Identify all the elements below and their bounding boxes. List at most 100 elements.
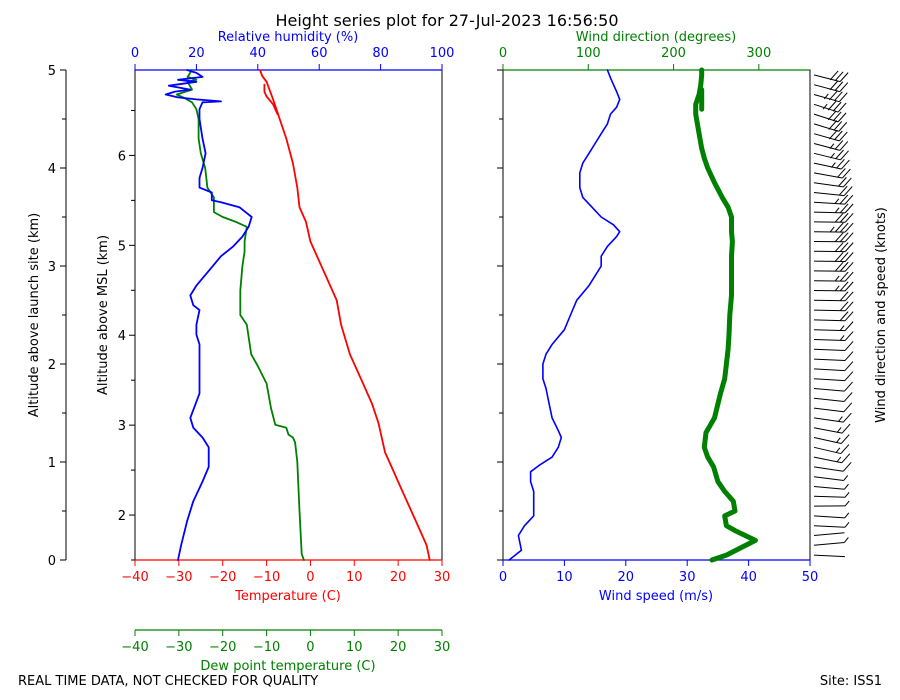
msl-altitude-tick-label: 4 xyxy=(118,329,126,344)
wind-barb-half-flag xyxy=(837,457,841,462)
rh-tick-label: 0 xyxy=(131,46,139,61)
temperature-tick-label: 20 xyxy=(390,570,407,585)
wind-barb-half-flag xyxy=(840,326,844,331)
wind-dir-tick-label: 100 xyxy=(576,46,601,61)
wind-barb-shaft xyxy=(814,555,845,557)
msl-altitude-tick-label: 6 xyxy=(118,149,126,164)
dewpoint-tick-label: 20 xyxy=(390,640,407,655)
wind-barb-shaft xyxy=(814,85,840,92)
dewpoint-tick-label: 10 xyxy=(346,640,363,655)
site-altitude-tick-label: 2 xyxy=(48,358,56,373)
dewpoint-line xyxy=(177,70,304,560)
wind-barb-shaft xyxy=(814,124,839,131)
wind-barb-half-flag xyxy=(844,537,848,542)
dewpoint-tick-label: 0 xyxy=(306,640,314,655)
wind-speed-tick-label: 20 xyxy=(618,570,635,585)
rh-axis-label: Relative humidity (%) xyxy=(218,30,359,45)
temperature-tick-label: −40 xyxy=(121,570,148,585)
quality-note: REAL TIME DATA, NOT CHECKED FOR QUALITY xyxy=(18,674,318,689)
wind-barb-half-flag xyxy=(844,475,848,480)
msl-altitude-tick-label: 3 xyxy=(118,419,126,434)
wind-barb-shaft xyxy=(814,369,845,371)
right-plot-frame xyxy=(503,70,810,560)
wind-barb-half-flag xyxy=(835,286,839,291)
wind-barb-shaft xyxy=(814,359,845,360)
wind-barb-flag xyxy=(841,445,849,454)
wind-speed-tick-label: 10 xyxy=(556,570,573,585)
wind-barb-flag xyxy=(841,435,849,444)
wind-speed-tick-label: 0 xyxy=(499,570,507,585)
wind-barb-half-flag xyxy=(836,448,840,453)
wind-barb-flag xyxy=(843,413,851,422)
wind-barb-shaft xyxy=(814,457,842,463)
dewpoint-tick-label: −30 xyxy=(165,640,192,655)
wind-dir-tick-label: 300 xyxy=(746,46,771,61)
wind-barb-half-flag xyxy=(844,484,848,489)
wind-barb-half-flag xyxy=(838,417,842,422)
site-altitude-tick-label: 5 xyxy=(48,64,56,79)
site-altitude-tick-label: 1 xyxy=(48,456,56,471)
wind-barb-half-flag xyxy=(845,501,849,506)
temperature-tick-label: −20 xyxy=(209,570,236,585)
wind-barb-flag xyxy=(845,352,853,361)
wind-dir-axis-label: Wind direction (degrees) xyxy=(576,30,736,45)
wind-barb-flag xyxy=(844,403,852,412)
wind-barb-shaft xyxy=(814,153,841,160)
wind-barb-shaft xyxy=(814,542,844,545)
wind-barb-half-flag xyxy=(845,492,849,497)
temperature-tick-label: −30 xyxy=(165,570,192,585)
wind-barb-shaft xyxy=(814,389,845,392)
wind-barb-shaft xyxy=(814,134,839,141)
wind-barb-shaft xyxy=(814,477,844,481)
site-altitude-tick-label: 4 xyxy=(48,162,56,177)
wind-barb-flag xyxy=(845,341,853,350)
rh-tick-label: 20 xyxy=(188,46,205,61)
site-altitude-tick-label: 0 xyxy=(48,554,56,569)
wind-barb-flag xyxy=(842,424,850,433)
wind-barbs xyxy=(814,71,853,557)
wind-barb-half-flag xyxy=(830,227,834,232)
rh-tick-label: 60 xyxy=(311,46,328,61)
wind-barb-flag xyxy=(845,322,853,331)
msl-altitude-label: Altitude above MSL (km) xyxy=(96,235,111,395)
temperature-line xyxy=(260,70,430,560)
wind-barb-shaft xyxy=(814,496,845,497)
wind-barb-half-flag xyxy=(835,208,839,213)
wind-barb-shaft xyxy=(814,75,840,82)
wind-barb-shaft xyxy=(814,349,845,350)
wind-barb-flag xyxy=(842,454,850,463)
temperature-line xyxy=(264,85,277,114)
wind-barb-half-flag xyxy=(835,276,839,281)
wind-barb-shaft xyxy=(814,428,842,433)
wind-barb-flag xyxy=(845,332,853,341)
wind-barb-half-flag xyxy=(837,427,841,432)
temperature-tick-label: 10 xyxy=(346,570,363,585)
temperature-axis-label: Temperature (C) xyxy=(234,589,341,604)
wind-barb-flag xyxy=(845,372,853,381)
wind-barb-shaft xyxy=(814,438,841,444)
site-label: Site: ISS1 xyxy=(820,674,882,689)
wind-barb-shaft xyxy=(814,487,844,490)
temperature-tick-label: 30 xyxy=(434,570,451,585)
wind-barb-shaft xyxy=(814,516,845,518)
dewpoint-tick-label: 30 xyxy=(434,640,451,655)
msl-altitude-tick-label: 5 xyxy=(118,239,126,254)
wind-speed-tick-label: 30 xyxy=(679,570,696,585)
wind-barb-shaft xyxy=(814,447,841,453)
wind-barb-shaft xyxy=(814,144,840,151)
wind-speed-tick-label: 50 xyxy=(802,570,819,585)
wind-direction-line xyxy=(696,70,756,560)
wind-speed-axis-label: Wind speed (m/s) xyxy=(599,589,713,604)
wind-barb-shaft xyxy=(814,526,845,528)
wind-barb-flag xyxy=(845,362,853,371)
wind-barb-half-flag xyxy=(835,199,839,204)
chart-title: Height series plot for 27-Jul-2023 16:56… xyxy=(275,11,618,30)
wind-barb-half-flag xyxy=(836,438,840,443)
wind-barb-shaft xyxy=(814,467,843,471)
wind-barb-flag xyxy=(843,462,851,471)
wind-barb-shaft xyxy=(814,398,844,401)
wind-dir-tick-label: 200 xyxy=(661,46,686,61)
wind-speed-tick-label: 40 xyxy=(740,570,757,585)
msl-altitude-tick-label: 2 xyxy=(118,509,126,524)
site-altitude-tick-label: 3 xyxy=(48,260,56,275)
